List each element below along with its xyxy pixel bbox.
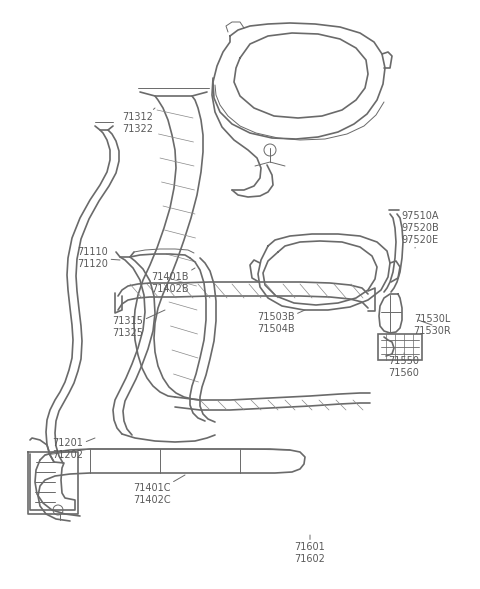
Text: 71550
71560: 71550 71560 bbox=[388, 353, 420, 378]
Text: 71110
71120: 71110 71120 bbox=[78, 247, 120, 269]
Text: 71503B
71504B: 71503B 71504B bbox=[257, 310, 305, 334]
Text: 71312
71322: 71312 71322 bbox=[122, 108, 155, 134]
Text: 71401C
71402C: 71401C 71402C bbox=[133, 475, 185, 505]
Text: 71530L
71530R: 71530L 71530R bbox=[413, 314, 451, 336]
Text: 71601
71602: 71601 71602 bbox=[295, 535, 325, 564]
Text: 71401B
71402B: 71401B 71402B bbox=[151, 268, 195, 294]
Text: 97510A
97520B
97520E: 97510A 97520B 97520E bbox=[401, 211, 439, 248]
Text: 71315
71325: 71315 71325 bbox=[112, 310, 165, 338]
Text: 71201
71202: 71201 71202 bbox=[52, 438, 95, 460]
